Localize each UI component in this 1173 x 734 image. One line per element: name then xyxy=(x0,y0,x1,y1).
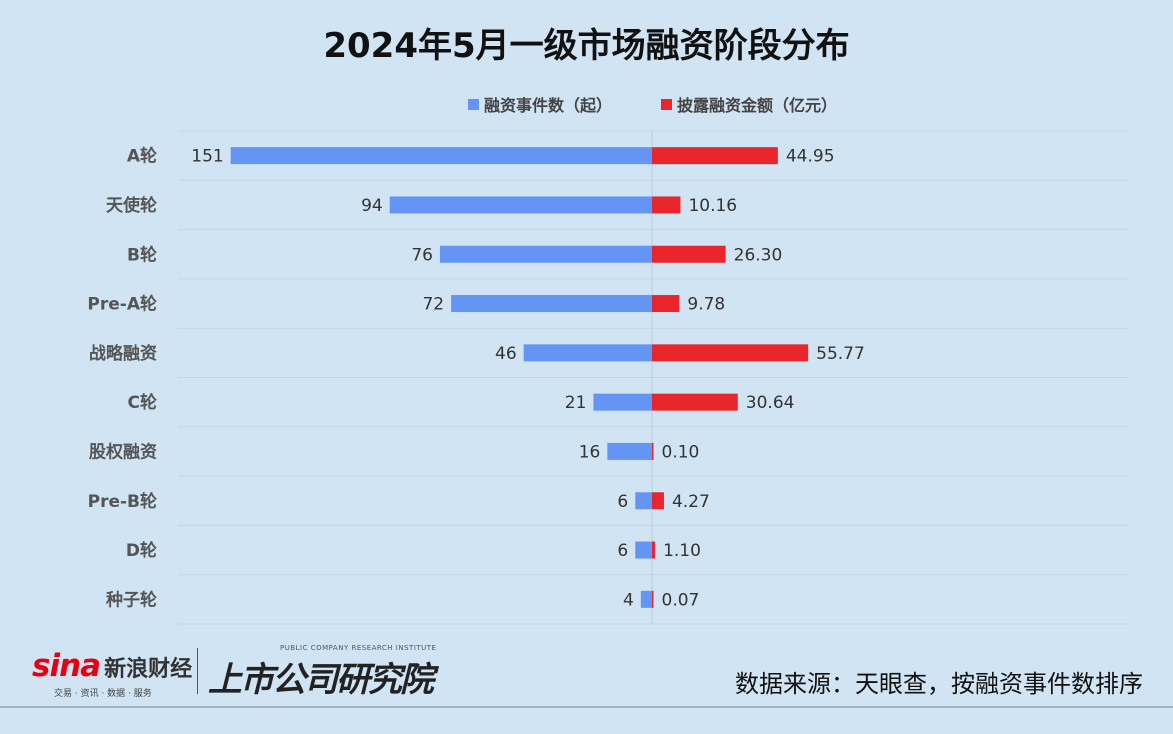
value-label-events: 4 xyxy=(623,590,634,610)
bar-amount xyxy=(652,245,726,263)
value-label-amount: 26.30 xyxy=(734,245,783,265)
category-label: Pre-A轮 xyxy=(87,294,157,315)
bar-amount xyxy=(652,492,664,510)
sina-logo-tagline: 交易 · 资讯 · 数据 · 服务 xyxy=(54,689,152,699)
bar-events xyxy=(640,590,652,608)
value-label-events: 76 xyxy=(411,245,433,265)
bar-events xyxy=(389,196,652,214)
value-label-amount: 44.95 xyxy=(786,147,835,167)
value-label-amount: 1.10 xyxy=(663,541,701,561)
category-label: A轮 xyxy=(127,146,157,167)
chart-title: 2024年5月一级市场融资阶段分布 xyxy=(323,26,850,66)
value-label-amount: 0.10 xyxy=(662,442,700,462)
value-label-events: 46 xyxy=(495,344,517,364)
value-label-amount: 30.64 xyxy=(746,393,795,413)
value-label-amount: 0.07 xyxy=(662,590,700,610)
value-label-events: 151 xyxy=(191,147,223,167)
bar-events xyxy=(451,295,652,313)
category-label: Pre-B轮 xyxy=(88,491,157,512)
value-label-events: 21 xyxy=(565,393,587,413)
bar-amount xyxy=(652,196,681,214)
value-label-events: 6 xyxy=(617,541,628,561)
logo-divider xyxy=(197,648,198,694)
bar-events xyxy=(439,245,652,263)
legend-item-events: 融资事件数（起） xyxy=(468,92,612,116)
bar-amount xyxy=(652,344,809,362)
bar-amount xyxy=(652,295,680,313)
footer-divider xyxy=(0,706,1173,708)
bar-events xyxy=(523,344,652,362)
bar-amount xyxy=(652,541,656,559)
institute-logo-en: PUBLIC COMPANY RESEARCH INSTITUTE xyxy=(280,644,437,652)
value-label-amount: 55.77 xyxy=(816,344,865,364)
legend-label-amount: 披露融资金额（亿元） xyxy=(677,96,838,115)
bar-events xyxy=(635,492,652,510)
legend-label-events: 融资事件数（起） xyxy=(484,96,613,115)
sina-logo-cn: 新浪财经 xyxy=(104,657,193,682)
value-label-amount: 9.78 xyxy=(687,295,725,315)
legend-swatch-red xyxy=(661,98,672,110)
value-label-events: 72 xyxy=(422,295,444,315)
bar-amount xyxy=(652,442,654,460)
bar-amount xyxy=(652,147,778,165)
institute-logo-cn: 上市公司研究院 xyxy=(208,660,434,700)
legend-item-amount: 披露融资金额（亿元） xyxy=(661,92,837,116)
bar-events xyxy=(607,442,652,460)
category-label: C轮 xyxy=(128,392,157,413)
value-label-events: 94 xyxy=(361,196,383,216)
data-source-note: 数据来源：天眼查，按融资事件数排序 xyxy=(735,670,1143,698)
value-label-amount: 4.27 xyxy=(672,492,710,512)
category-label: D轮 xyxy=(126,540,157,561)
bar-amount xyxy=(652,393,738,411)
bar-events xyxy=(593,393,652,411)
legend-swatch-blue xyxy=(468,98,479,110)
value-label-amount: 10.16 xyxy=(688,196,737,216)
category-label: 股权融资 xyxy=(89,441,157,462)
sina-finance-logo: sina 新浪财经 交易 · 资讯 · 数据 · 服务 xyxy=(32,648,193,699)
bar-events xyxy=(230,147,652,165)
value-label-events: 6 xyxy=(617,492,628,512)
category-label: 战略融资 xyxy=(89,343,157,364)
bar-events xyxy=(635,541,652,559)
category-label: 种子轮 xyxy=(105,589,157,610)
category-label: 天使轮 xyxy=(106,195,157,216)
value-label-events: 16 xyxy=(579,442,601,462)
sina-logo-word: sina xyxy=(32,648,101,684)
bar-amount xyxy=(652,590,654,608)
category-label: B轮 xyxy=(127,244,157,265)
